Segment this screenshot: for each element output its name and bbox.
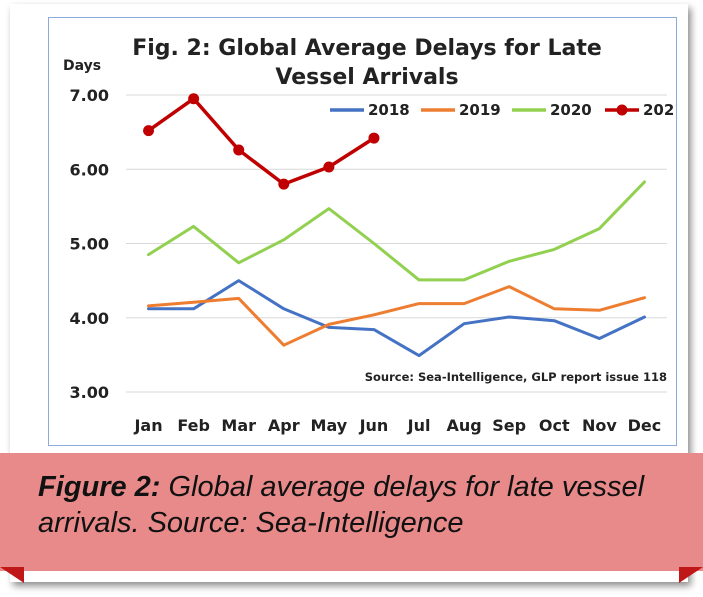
series-line-2020 <box>147 180 646 282</box>
x-tick-label: Oct <box>539 416 570 435</box>
legend-label-2021: 2021 <box>643 101 676 119</box>
x-tick-label: Aug <box>447 416 482 435</box>
y-axis-ticks: 3.00 4.00 5.00 6.00 7.00 <box>70 86 109 402</box>
figure-caption: Figure 2: Global average delays for late… <box>38 469 688 541</box>
x-tick-label: May <box>311 416 348 435</box>
x-tick-label: Jun <box>359 416 389 435</box>
data-point-2021 <box>233 144 245 156</box>
data-point-2021 <box>278 178 290 190</box>
ribbon-fold-right <box>679 567 703 583</box>
chart-title-line-2: Vessel Arrivals <box>275 65 458 90</box>
caption-label: Figure 2: <box>38 471 161 503</box>
legend-label-2019: 2019 <box>459 101 501 119</box>
chart-area: Fig. 2: Global Average Delays for Late V… <box>48 17 677 446</box>
y-tick-label: 4.00 <box>70 309 109 328</box>
x-axis-ticks: Jan Feb Mar Apr May Jun Jul Aug Sep Oct Nov Dec <box>133 416 661 435</box>
gridlines <box>126 94 667 393</box>
caption-body: Global average delays for late vessel ar… <box>38 471 645 539</box>
series-line-2018 <box>147 279 646 358</box>
y-tick-label: 7.00 <box>70 86 109 105</box>
data-point-2021 <box>188 93 200 105</box>
legend: 2018 2019 2020 2021 <box>330 101 676 119</box>
ribbon-fold-left <box>0 567 24 583</box>
legend-marker-2021 <box>616 104 628 116</box>
series-line-2021 <box>146 96 376 186</box>
x-tick-label: Jul <box>407 416 431 435</box>
y-tick-label: 3.00 <box>70 383 109 402</box>
x-tick-label: Mar <box>221 416 256 435</box>
data-point-2021 <box>143 125 155 137</box>
caption-band: Figure 2: Global average delays for late… <box>0 453 703 571</box>
x-tick-label: Apr <box>268 416 300 435</box>
chart-title-line-1: Fig. 2: Global Average Delays for Late <box>132 36 602 61</box>
legend-label-2020: 2020 <box>550 101 592 119</box>
series-lines <box>143 93 646 358</box>
source-annotation: Source: Sea-Intelligence, GLP report iss… <box>365 370 667 384</box>
data-point-2021 <box>323 161 335 173</box>
y-tick-label: 5.00 <box>70 235 109 254</box>
x-tick-label: Sep <box>492 416 526 435</box>
series-line-2019 <box>147 285 646 347</box>
x-tick-label: Dec <box>628 416 662 435</box>
legend-label-2018: 2018 <box>368 101 410 119</box>
x-tick-label: Feb <box>177 416 210 435</box>
line-chart: Fig. 2: Global Average Delays for Late V… <box>63 36 676 435</box>
data-point-2021 <box>368 132 380 144</box>
x-tick-label: Jan <box>133 416 162 435</box>
y-axis-label: Days <box>63 58 101 74</box>
x-tick-label: Nov <box>582 416 617 435</box>
y-tick-label: 6.00 <box>70 160 109 179</box>
